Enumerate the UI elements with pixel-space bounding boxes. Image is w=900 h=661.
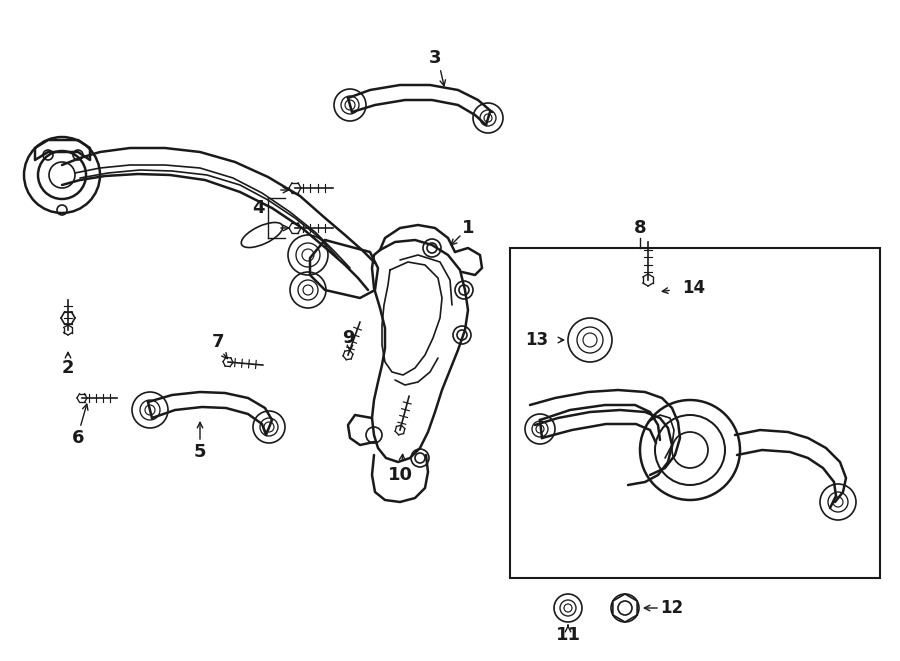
Text: 1: 1 [462,219,474,237]
Text: 13: 13 [525,331,548,349]
Text: 3: 3 [428,49,441,67]
Text: 5: 5 [194,443,206,461]
Text: 2: 2 [62,359,74,377]
Bar [510,248,880,578]
Text: 9: 9 [342,329,355,347]
Text: 7: 7 [212,333,224,351]
Text: 6: 6 [72,429,85,447]
Text: 11: 11 [555,626,580,644]
Text: 4: 4 [252,199,265,217]
Text: 8: 8 [634,219,646,237]
Text: 10: 10 [388,466,412,484]
Text: 14: 14 [682,279,705,297]
Text: 12: 12 [660,599,683,617]
